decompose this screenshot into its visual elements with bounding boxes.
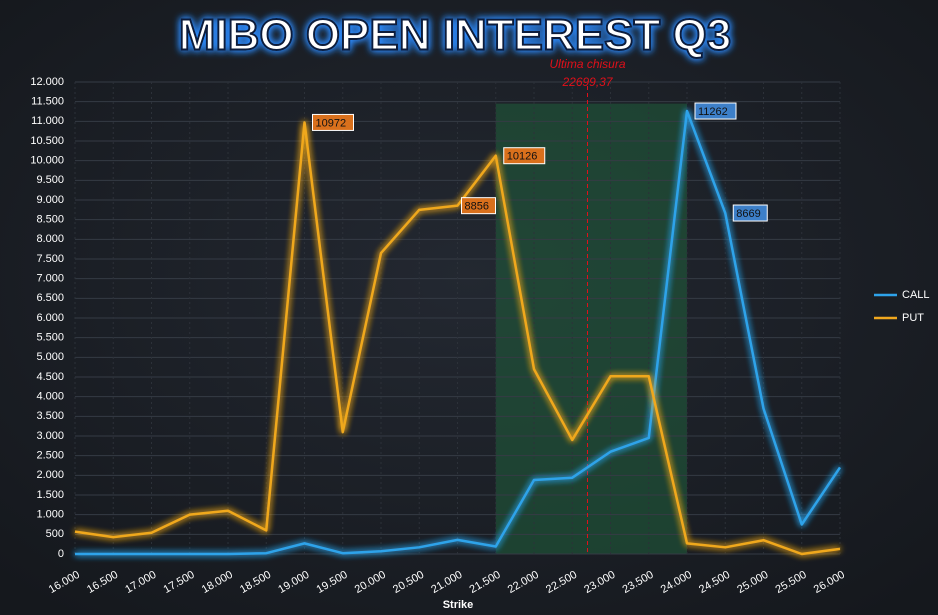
legend-label: CALL xyxy=(902,289,930,301)
y-tick-label: 9.500 xyxy=(36,174,64,186)
y-tick-label: 8.500 xyxy=(36,214,64,226)
x-axis-title: Strike xyxy=(443,599,474,611)
y-tick-label: 6.000 xyxy=(36,312,64,324)
data-label-box xyxy=(732,204,768,222)
y-tick-label: 5.500 xyxy=(36,332,64,344)
y-tick-label: 11.000 xyxy=(31,115,64,127)
y-tick-label: 12.000 xyxy=(30,76,64,88)
y-tick-label: 7.000 xyxy=(36,273,64,285)
series-line xyxy=(75,109,842,556)
highlight-band xyxy=(495,103,687,554)
y-tick-label: 1.500 xyxy=(36,489,64,501)
y-tick-label: 3.000 xyxy=(36,430,64,442)
y-tick-label: 5.000 xyxy=(36,351,64,363)
y-tick-label: 7.500 xyxy=(36,253,64,265)
y-tick-label: 6.500 xyxy=(36,292,64,304)
data-label: 8669 xyxy=(736,208,760,220)
legend-label: PUT xyxy=(902,312,924,324)
y-tick-label: 4.000 xyxy=(36,391,64,403)
chart-title: MIBO OPEN INTEREST Q3 xyxy=(179,11,732,60)
y-tick-label: 0 xyxy=(58,548,64,560)
y-tick-label: 2.000 xyxy=(36,469,64,481)
y-tick-label: 2.500 xyxy=(36,450,64,462)
y-tick-label: 8.000 xyxy=(36,233,64,245)
annotation-text: Ultima chisura xyxy=(549,57,625,71)
data-label-box xyxy=(312,113,354,131)
data-label: 10972 xyxy=(316,117,347,129)
series-line xyxy=(74,121,841,556)
y-tick-label: 9.000 xyxy=(36,194,64,206)
y-tick-label: 10.000 xyxy=(30,155,64,167)
y-tick-label: 11.500 xyxy=(31,96,64,108)
data-label-box xyxy=(694,102,737,120)
y-tick-label: 10.500 xyxy=(30,135,64,147)
data-label: 11262 xyxy=(698,106,728,118)
data-label-box xyxy=(461,197,496,215)
y-tick-label: 3.500 xyxy=(36,410,64,422)
data-label: 10126 xyxy=(507,151,538,163)
y-tick-label: 1.000 xyxy=(36,509,64,521)
annotation-label: 22699,37 xyxy=(561,75,613,89)
y-tick-label: 4.500 xyxy=(36,371,64,383)
y-tick-label: 500 xyxy=(46,528,64,540)
data-label-box xyxy=(503,147,546,165)
data-label: 8856 xyxy=(465,201,489,213)
